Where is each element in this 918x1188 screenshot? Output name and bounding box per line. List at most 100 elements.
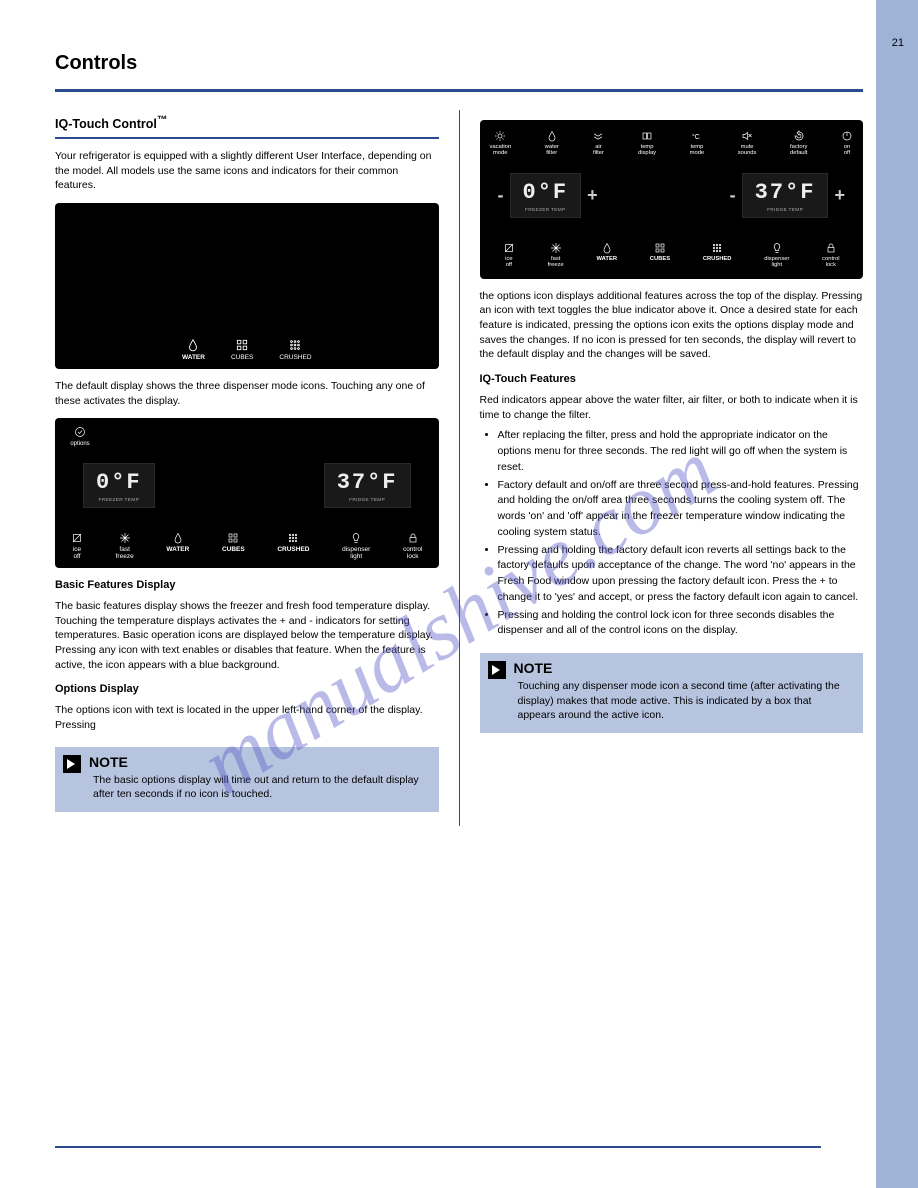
icon-label: iceoff xyxy=(73,546,81,560)
side-tab xyxy=(876,0,918,1188)
crushed-glyph-icon xyxy=(288,338,302,352)
icon-label: CRUSHED xyxy=(277,546,309,553)
list-item: After replacing the filter, press and ho… xyxy=(498,428,864,475)
temp-label: FREEZER TEMP xyxy=(96,498,142,504)
check-circle-icon xyxy=(74,426,86,438)
minus-button[interactable]: - xyxy=(494,183,508,207)
temp-row: 0°F FREEZER TEMP 37°F FRIDGE TEMP xyxy=(65,449,429,514)
note-title: NOTE xyxy=(89,753,128,773)
icon-label: iceoff xyxy=(505,256,512,269)
note-body: Touching any dispenser mode icon a secon… xyxy=(518,679,852,723)
temp-value: 37°F xyxy=(337,468,398,498)
feature-icon-row: iceoff fastfreeze WATER CUBES CRUSHED dispens… xyxy=(488,242,856,269)
control-lock-button[interactable]: controllock xyxy=(403,532,423,560)
water-icon[interactable]: WATER xyxy=(182,338,205,361)
fast-freeze-button[interactable]: fastfreeze xyxy=(116,532,134,560)
icon-label: WATER xyxy=(182,354,205,361)
mute-sounds-button[interactable]: mutesounds xyxy=(738,130,757,157)
paragraph: The basic features display shows the fre… xyxy=(55,599,439,672)
cubes-button[interactable]: CUBES xyxy=(222,532,245,560)
fridge-temp-display[interactable]: 37°F FRIDGE TEMP xyxy=(742,173,829,218)
icon-label: fastfreeze xyxy=(548,256,564,269)
temp-mode-button[interactable]: °Ctempmode xyxy=(690,130,705,157)
paragraph: Your refrigerator is equipped with a sli… xyxy=(55,149,439,193)
water-button[interactable]: WATER xyxy=(166,532,189,560)
temp-label: FRIDGE TEMP xyxy=(755,208,816,214)
options-button[interactable]: options xyxy=(65,426,95,448)
arrow-icon xyxy=(63,755,81,773)
temp-value: 37°F xyxy=(755,178,816,208)
icon-label: controllock xyxy=(822,256,839,269)
icon-label: CUBES xyxy=(222,546,245,553)
tm-symbol: ™ xyxy=(157,115,167,126)
ice-off-button[interactable]: iceoff xyxy=(503,242,515,269)
footer-rule xyxy=(55,1146,821,1148)
temp-label: FRIDGE TEMP xyxy=(337,498,398,504)
paragraph: The options icon with text is located in… xyxy=(55,703,439,732)
icon-label: CUBES xyxy=(231,354,253,361)
crushed-button[interactable]: CRUSHED xyxy=(703,242,732,269)
icon-label: fastfreeze xyxy=(116,546,134,560)
subsection-title: Options Display xyxy=(55,682,439,697)
list-item: Factory default and on/off are three sec… xyxy=(498,478,864,541)
section-title-text: IQ-Touch Control xyxy=(55,117,157,131)
note-box: NOTE Touching any dispenser mode icon a … xyxy=(480,653,864,733)
temp-display-button[interactable]: tempdisplay xyxy=(638,130,656,157)
control-panel-basic: options 0°F FREEZER TEMP 37°F FRIDGE TEM… xyxy=(55,418,439,568)
left-column: IQ-Touch Control™ Your refrigerator is e… xyxy=(55,110,459,826)
control-panel-full: vacationmode waterfilter airfilter tempdisp… xyxy=(480,120,864,279)
temp-label: FREEZER TEMP xyxy=(523,208,569,214)
page-title: Controls xyxy=(55,50,863,77)
paragraph: Red indicators appear above the water fi… xyxy=(480,393,864,422)
cubes-icon[interactable]: CUBES xyxy=(231,338,253,361)
dispenser-light-button[interactable]: dispenserlight xyxy=(764,242,789,269)
icon-label: waterfilter xyxy=(545,144,559,157)
ice-off-button[interactable]: iceoff xyxy=(71,532,83,560)
header-rule xyxy=(55,89,863,92)
dispenser-icon-row: WATER CUBES CRUSHED xyxy=(65,338,429,361)
control-panel-default: WATER CUBES CRUSHED xyxy=(55,203,439,369)
note-box: NOTE The basic options display will time… xyxy=(55,747,439,812)
fridge-temp-display[interactable]: 37°F FRIDGE TEMP xyxy=(324,463,411,508)
control-lock-button[interactable]: controllock xyxy=(822,242,839,269)
section-title: IQ-Touch Control™ xyxy=(55,114,439,133)
subsection-title: IQ-Touch Features xyxy=(480,372,864,387)
water-filter-button[interactable]: waterfilter xyxy=(545,130,559,157)
cubes-button[interactable]: CUBES xyxy=(650,242,670,269)
factory-default-button[interactable]: factorydefault xyxy=(790,130,807,157)
subsection-title: Basic Features Display xyxy=(55,578,439,593)
fast-freeze-button[interactable]: fastfreeze xyxy=(548,242,564,269)
dispenser-light-button[interactable]: dispenserlight xyxy=(342,532,370,560)
drop-icon xyxy=(186,338,200,352)
minus-button[interactable]: - xyxy=(726,183,740,207)
icon-label: options xyxy=(70,440,89,448)
icon-label: WATER xyxy=(166,546,189,553)
svg-text:°C: °C xyxy=(692,133,700,141)
freezer-temp-display[interactable]: 0°F FREEZER TEMP xyxy=(83,463,155,508)
feature-icon-row: iceoff fastfreeze WATER CUBES CRUSHED dispens… xyxy=(65,532,429,560)
note-body: The basic options display will time out … xyxy=(93,773,427,802)
temp-value: 0°F xyxy=(523,178,569,208)
water-button[interactable]: WATER xyxy=(597,242,618,269)
freezer-temp-display[interactable]: 0°F FREEZER TEMP xyxy=(510,173,582,218)
icon-label: CRUSHED xyxy=(279,354,311,361)
note-title: NOTE xyxy=(514,659,553,679)
icon-label: airfilter xyxy=(593,144,604,157)
on-off-button[interactable]: onoff xyxy=(841,130,853,157)
plus-button[interactable]: + xyxy=(830,183,849,207)
crushed-button[interactable]: CRUSHED xyxy=(277,532,309,560)
plus-button[interactable]: + xyxy=(583,183,602,207)
vacation-mode-button[interactable]: vacationmode xyxy=(490,130,512,157)
icon-label: tempdisplay xyxy=(638,144,656,157)
list-item: Pressing and holding the control lock ic… xyxy=(498,608,864,640)
air-filter-button[interactable]: airfilter xyxy=(592,130,604,157)
icon-label: dispenserlight xyxy=(764,256,789,269)
subsection-text: IQ-Touch Features xyxy=(480,373,576,385)
crushed-icon[interactable]: CRUSHED xyxy=(279,338,311,361)
icon-label: mutesounds xyxy=(738,144,757,157)
paragraph: The default display shows the three disp… xyxy=(55,379,439,408)
icon-label: controllock xyxy=(403,546,423,560)
icon-label: vacationmode xyxy=(490,144,512,157)
page-number: 21 xyxy=(892,36,904,51)
icon-label: onoff xyxy=(844,144,850,157)
